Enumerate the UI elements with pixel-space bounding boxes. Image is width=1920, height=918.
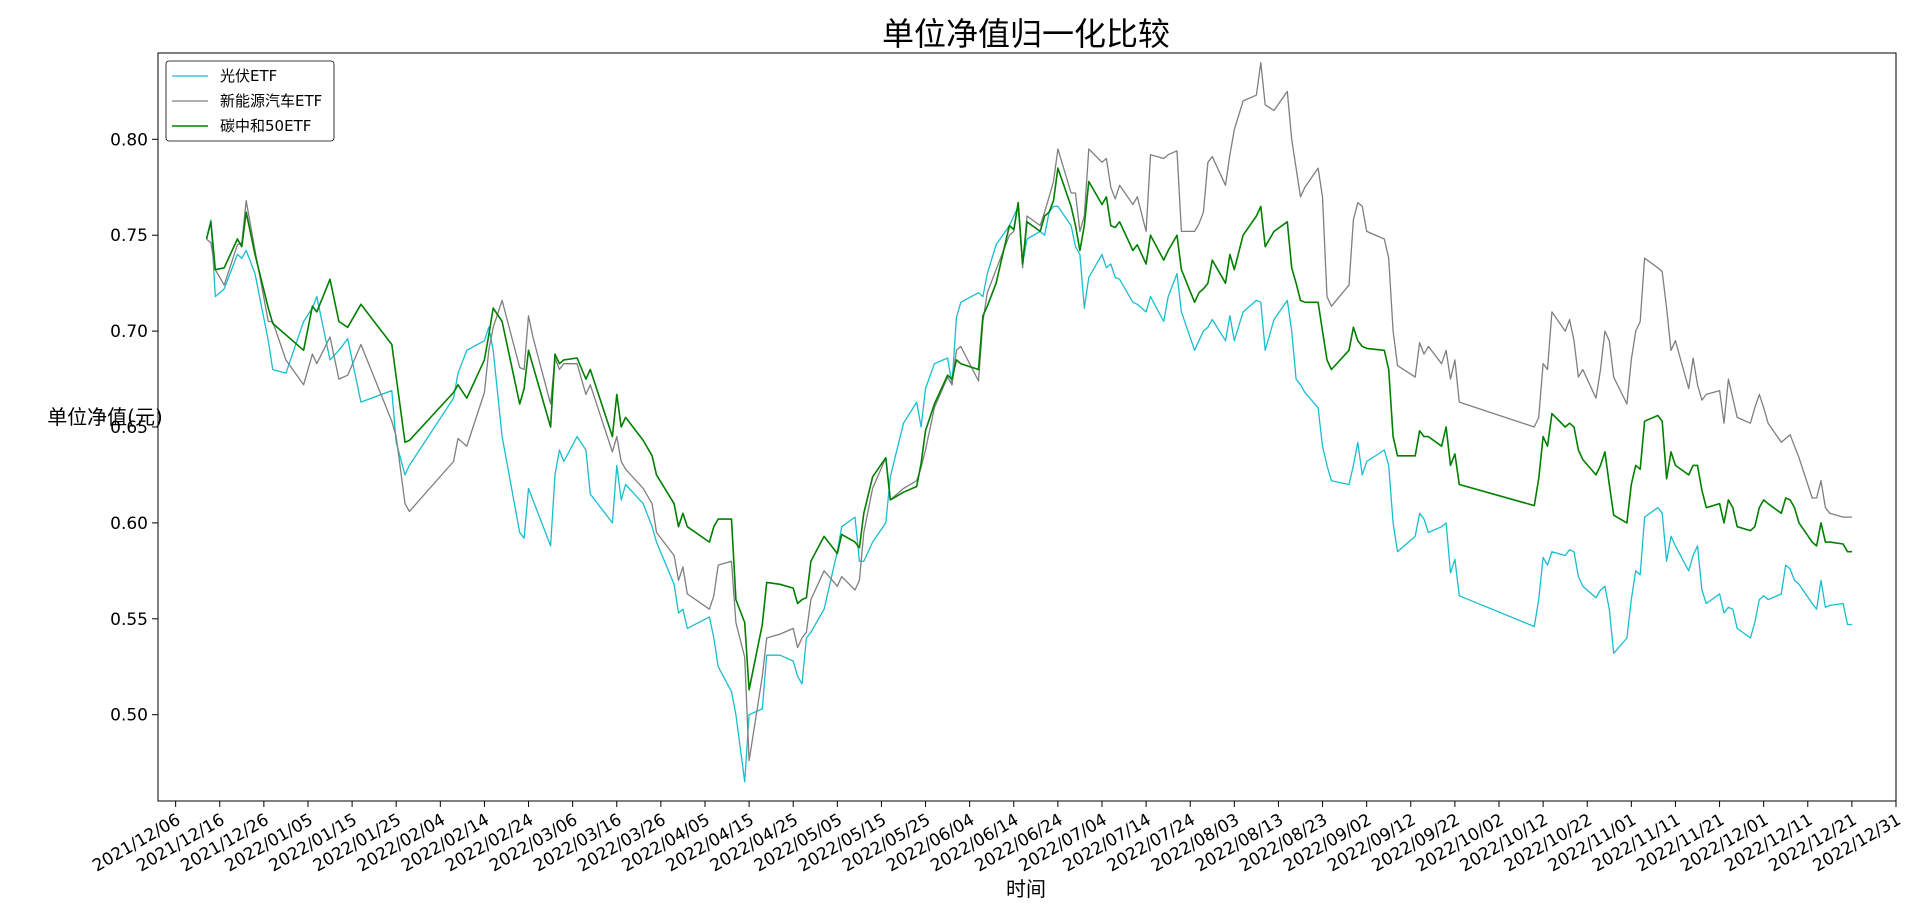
legend-label: 新能源汽车ETF bbox=[220, 92, 322, 110]
y-tick-label: 0.65 bbox=[110, 418, 148, 438]
series-line-2 bbox=[206, 61, 1852, 762]
y-tick-label: 0.50 bbox=[110, 706, 148, 726]
plot-area bbox=[205, 61, 1852, 783]
chart-title: 单位净值归一化比较 bbox=[882, 15, 1170, 53]
y-axis-ticks: 0.50 0.55 0.60 0.65 0.70 0.75 0.80 bbox=[110, 130, 158, 726]
y-axis-title: 单位净值(元) bbox=[47, 405, 163, 429]
legend: 光伏ETF 新能源汽车ETF 碳中和50ETF bbox=[165, 60, 335, 142]
y-tick-label: 0.75 bbox=[110, 226, 148, 246]
legend-label: 光伏ETF bbox=[220, 67, 277, 85]
legend-box bbox=[165, 60, 335, 142]
y-tick-label: 0.70 bbox=[110, 322, 148, 342]
x-axis-title: 时间 bbox=[1006, 877, 1046, 901]
series-line-1 bbox=[205, 205, 1852, 783]
series-line-3 bbox=[205, 167, 1852, 691]
legend-label: 碳中和50ETF bbox=[220, 117, 311, 135]
plot-frame bbox=[157, 52, 1897, 802]
y-tick-label: 0.60 bbox=[110, 514, 148, 534]
y-tick-label: 0.80 bbox=[110, 130, 148, 150]
y-tick-label: 0.55 bbox=[110, 610, 148, 630]
